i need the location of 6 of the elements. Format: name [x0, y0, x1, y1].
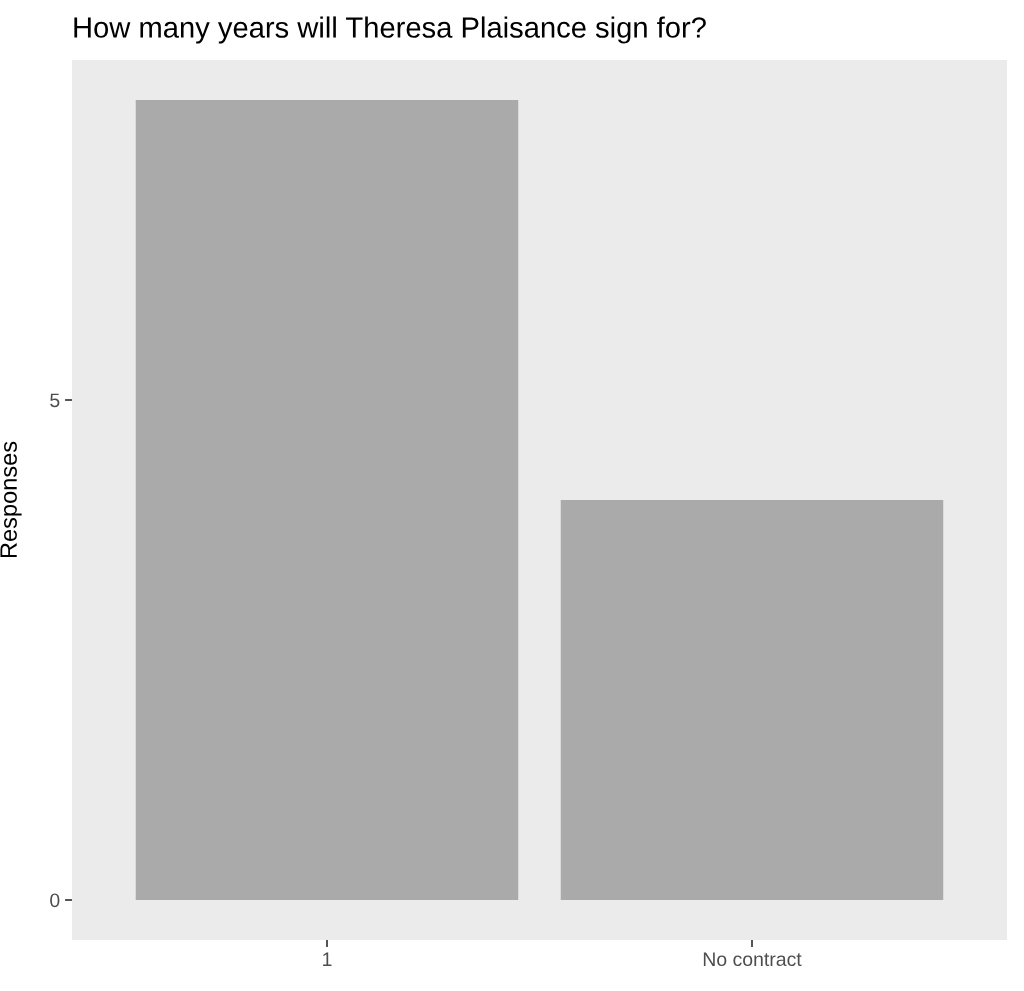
chart-title: How many years will Theresa Plaisance sign for?: [74, 16, 706, 44]
x-tick-label: No contract: [703, 952, 802, 967]
y-tick-label: 5: [50, 393, 60, 408]
y-axis-title: Responses: [0, 441, 22, 558]
y-tick-label: 0: [50, 893, 60, 908]
x-tick-label: 1: [323, 952, 332, 966]
